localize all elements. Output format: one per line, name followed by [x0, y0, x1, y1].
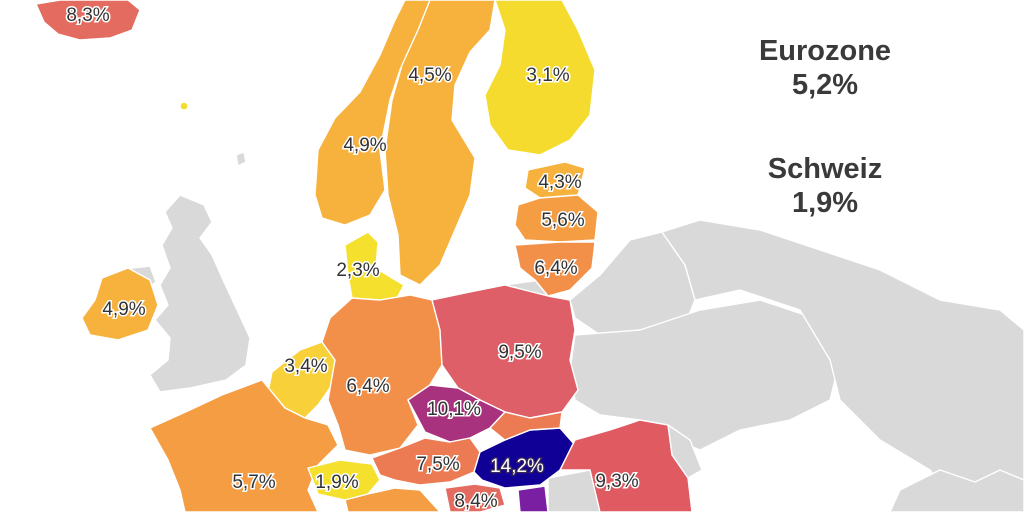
eurozone-label: Eurozone — [758, 35, 892, 67]
switzerland-value: 1,9% — [791, 187, 859, 219]
switzerland-label: Schweiz — [767, 153, 883, 185]
summary-panel: Eurozone 5,2% Schweiz 1,9% — [700, 34, 950, 220]
label-france: 5,7% — [232, 472, 275, 493]
value-labels: 8,3% 4,9% 4,5% 3,1% 4,3% 5,6% 6,4% 2,3% … — [65, 4, 640, 512]
label-romania: 9,3% — [595, 471, 638, 492]
label-sweden: 4,5% — [408, 65, 451, 86]
svalbard-islets — [235, 151, 247, 167]
ukraine — [569, 299, 841, 451]
country-denmark[interactable] — [344, 231, 405, 306]
label-benelux: 3,4% — [284, 356, 327, 377]
italy-partial — [344, 487, 441, 512]
label-czechia: 10,1% — [427, 399, 481, 420]
label-lithuania: 6,4% — [534, 258, 577, 279]
faroe-islet — [179, 101, 189, 111]
label-norway: 4,9% — [343, 135, 386, 156]
country-france[interactable] — [149, 379, 339, 512]
label-austria: 7,5% — [416, 454, 459, 475]
label-hungary: 14,2% — [490, 456, 544, 477]
label-germany: 6,4% — [346, 376, 389, 397]
label-denmark: 2,3% — [336, 260, 379, 281]
label-poland: 9,5% — [498, 342, 541, 363]
country-ireland[interactable] — [81, 267, 159, 341]
united-kingdom — [149, 194, 251, 393]
slovakia-partial — [489, 411, 563, 441]
russia-east — [661, 219, 1024, 512]
turkey-caucasus — [889, 469, 1024, 512]
country-latvia[interactable] — [514, 194, 599, 243]
label-estonia: 4,3% — [538, 172, 581, 193]
country-switzerland[interactable] — [307, 459, 381, 501]
no-data-regions — [127, 151, 1024, 512]
label-latvia: 5,6% — [541, 210, 584, 231]
eurozone-value: 5,2% — [791, 69, 859, 101]
country-romania[interactable] — [559, 419, 693, 512]
country-poland[interactable] — [431, 284, 579, 419]
country-lithuania[interactable] — [514, 241, 596, 297]
label-finland: 3,1% — [526, 65, 569, 86]
country-finland[interactable] — [484, 0, 596, 156]
country-iceland[interactable] — [35, 0, 141, 41]
data-countries — [35, 0, 693, 512]
label-ireland: 4,9% — [102, 299, 145, 320]
country-slovenia[interactable] — [444, 483, 506, 512]
country-sweden[interactable] — [384, 0, 496, 286]
country-germany[interactable] — [321, 294, 443, 456]
croatia-partial — [517, 485, 549, 512]
label-iceland: 8,3% — [66, 5, 109, 26]
label-slovenia: 8,4% — [454, 491, 497, 512]
label-switzerland: 1,9% — [315, 472, 358, 493]
